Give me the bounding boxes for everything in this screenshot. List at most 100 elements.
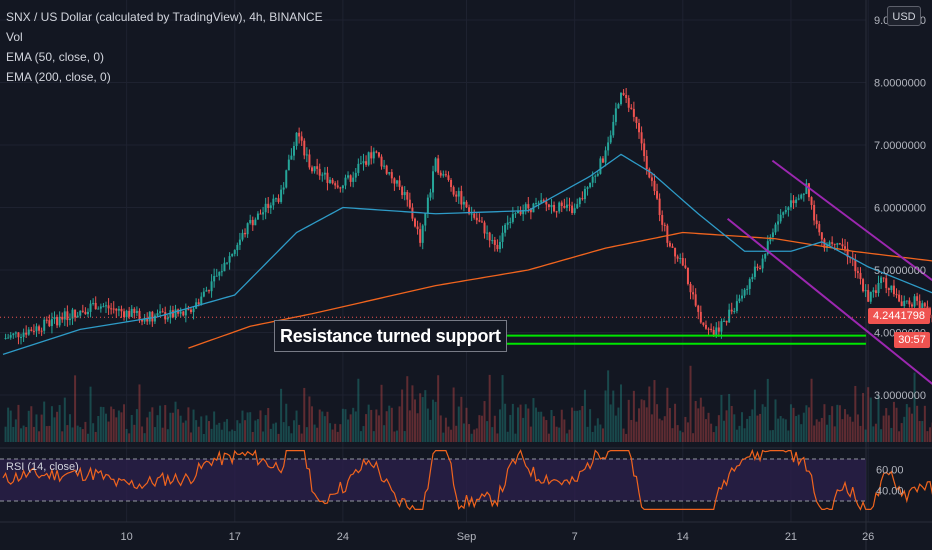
candle-body xyxy=(192,308,195,313)
candle-body xyxy=(419,229,422,243)
candle-body xyxy=(135,310,138,314)
candle-body xyxy=(465,201,468,208)
volume-bar xyxy=(442,432,445,442)
candle-body xyxy=(746,288,749,290)
candle-body xyxy=(689,283,692,293)
candle-body xyxy=(898,294,901,302)
time-tick-label: 26 xyxy=(862,531,874,543)
price-tick-label: 5.0000000 xyxy=(874,265,926,277)
volume-bar xyxy=(218,422,221,442)
candle-body xyxy=(766,241,769,254)
volume-bar xyxy=(529,426,532,442)
volume-bar xyxy=(352,407,355,442)
candle-body xyxy=(280,189,283,202)
candle-body xyxy=(707,328,710,330)
candle-body xyxy=(643,143,646,157)
volume-bar xyxy=(782,418,785,442)
volume-bar xyxy=(179,415,182,442)
volume-bar xyxy=(437,375,440,442)
volume-bar xyxy=(591,431,594,442)
candle-body xyxy=(846,248,849,258)
candle-body xyxy=(84,311,87,315)
volume-bar xyxy=(581,405,584,442)
candle-body xyxy=(614,108,617,122)
volume-bar xyxy=(151,407,154,442)
volume-bar xyxy=(918,421,921,442)
candle-body xyxy=(872,290,875,292)
volume-bar xyxy=(771,430,774,442)
volume-bar xyxy=(601,428,604,442)
volume-bar xyxy=(609,404,612,442)
candle-body xyxy=(79,310,82,316)
volume-bar xyxy=(434,401,437,442)
volume-bar xyxy=(86,433,89,442)
volume-bar xyxy=(164,405,167,442)
candle-body xyxy=(676,256,679,259)
candle-body xyxy=(411,207,414,219)
volume-bar xyxy=(553,416,556,442)
candle-body xyxy=(764,253,767,259)
candle-body xyxy=(161,311,164,313)
volume-bar xyxy=(233,430,236,442)
volume-bar xyxy=(166,429,169,442)
price-tick-label: 8.0000000 xyxy=(874,78,926,90)
candle-body xyxy=(913,296,916,307)
volume-bar xyxy=(61,431,64,442)
candle-body xyxy=(383,165,386,167)
volume-bar xyxy=(645,407,648,442)
volume-bar xyxy=(656,404,659,442)
volume-bar xyxy=(576,410,579,442)
candle-body xyxy=(406,192,409,200)
volume-bar xyxy=(694,401,697,442)
volume-bar xyxy=(393,431,396,442)
volume-bar xyxy=(375,409,378,442)
chart-overlays xyxy=(0,153,932,385)
candle-body xyxy=(488,232,491,241)
candle-body xyxy=(264,203,267,213)
candle-body xyxy=(859,272,862,280)
volume-bar xyxy=(102,407,105,442)
volume-bar xyxy=(671,428,674,442)
rsi-label: RSI (14, close) xyxy=(6,461,79,473)
candle-body xyxy=(326,172,329,183)
volume-bar xyxy=(568,429,571,442)
annotation-label[interactable]: Resistance turned support xyxy=(274,320,507,352)
candle-body xyxy=(892,285,895,295)
candle-body xyxy=(483,222,486,234)
currency-button[interactable]: USD xyxy=(887,6,921,26)
candle-body xyxy=(517,211,519,214)
candle-body xyxy=(66,311,69,321)
candle-body xyxy=(475,217,478,221)
time-tick-label: 24 xyxy=(337,531,349,543)
volume-bar xyxy=(542,416,545,442)
candle-body xyxy=(151,311,154,322)
volume-bar xyxy=(679,430,682,442)
volume-bar xyxy=(66,425,69,442)
volume-bar xyxy=(27,410,30,442)
ema200-line xyxy=(188,231,932,349)
volume-bar xyxy=(45,426,48,442)
volume-bar xyxy=(653,380,656,442)
candle-body xyxy=(385,165,388,174)
candle-body xyxy=(877,282,880,294)
candle-body xyxy=(7,337,10,339)
volume-bar xyxy=(704,419,707,442)
candle-body xyxy=(838,243,841,245)
candle-body xyxy=(352,177,355,182)
candle-body xyxy=(601,158,604,163)
volume-bar xyxy=(228,431,231,442)
candle-body xyxy=(107,305,110,309)
volume-bar xyxy=(419,393,422,442)
candle-body xyxy=(694,294,697,306)
volume-bar xyxy=(756,415,759,442)
candle-body xyxy=(377,152,380,157)
volume-bar xyxy=(841,419,844,442)
volume-bar xyxy=(215,424,218,442)
candle-body xyxy=(303,140,306,156)
candle-body xyxy=(439,172,442,176)
volume-bar xyxy=(630,419,633,442)
volume-bar xyxy=(159,405,162,442)
volume-bar xyxy=(784,419,787,442)
candle-body xyxy=(462,201,465,205)
